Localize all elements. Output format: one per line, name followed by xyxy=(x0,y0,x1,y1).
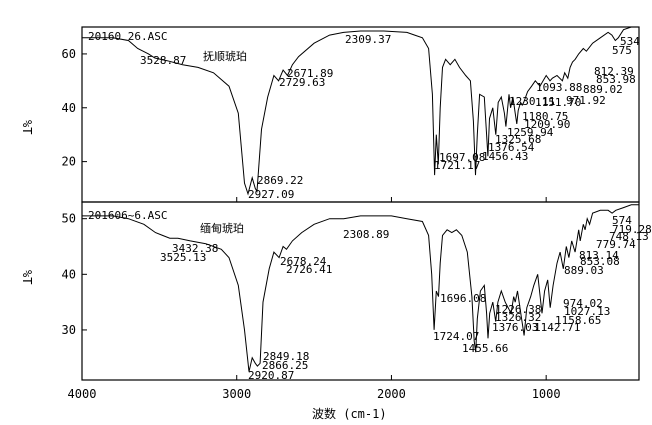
bottom-peak-label: 2678.24 xyxy=(280,255,327,268)
x-ticks: 4000 3000 2000 1000 xyxy=(68,197,561,401)
bottom-peak-label: 1027.13 xyxy=(564,305,610,318)
top-peak-label: 3528.87 xyxy=(140,54,186,67)
bottom-peak-label: 813.14 xyxy=(579,249,619,262)
bottom-peak-label: 2726.41 xyxy=(286,263,332,276)
top-peak-label: 1230.11 xyxy=(509,95,555,108)
bottom-peak-label: 1226.38 xyxy=(495,303,541,316)
bottom-peak-label: 1724.07 xyxy=(433,330,479,343)
x-axis-title: 波数 (cm-1) xyxy=(312,406,387,421)
bottom-panel-frame xyxy=(81,201,640,381)
bottom-peak-label: 1326.32 xyxy=(495,311,541,324)
top-y-tick-label: 40 xyxy=(62,101,76,115)
top-y-axis-title: %T xyxy=(20,120,34,134)
bottom-peak-label: 974.02 xyxy=(563,297,603,310)
bottom-peak-label: 3525.13 xyxy=(160,251,206,264)
bottom-peak-label: 2308.89 xyxy=(343,228,389,241)
top-peak-label: 2869.22 xyxy=(257,174,303,187)
top-sample-label: 抚顺琥珀 xyxy=(203,49,247,63)
bottom-spectrum-line xyxy=(82,204,639,372)
top-peak-label: 1456.43 xyxy=(482,150,528,163)
x-tick-label: 1000 xyxy=(532,387,561,401)
bottom-panel-title: 201606~6.ASC xyxy=(88,209,167,222)
top-peak-label: 1209.90 xyxy=(524,118,570,131)
top-peak-label: 2927.09 xyxy=(248,188,294,201)
x-tick-label: 3000 xyxy=(222,387,251,401)
top-peak-label: 889.02 xyxy=(583,83,623,96)
bottom-peak-label: 719.28 xyxy=(612,223,652,236)
bottom-peak-label: 1142.71 xyxy=(534,321,580,334)
top-peak-label: 1325.68 xyxy=(495,133,541,146)
top-peak-label: 1151.70 xyxy=(535,96,581,109)
top-peak-label: 971.92 xyxy=(566,94,606,107)
top-y-tick-label: 20 xyxy=(62,155,76,169)
top-peak-label: 575 xyxy=(612,44,632,57)
top-peak-label: 1259.94 xyxy=(507,126,554,139)
bottom-peak-label: 2849.18 xyxy=(263,350,309,363)
top-spectrum-line xyxy=(82,26,639,196)
top-y-ticks: 20 40 60 xyxy=(62,47,87,169)
top-peak-label: 853.98 xyxy=(596,73,636,86)
top-spectrum xyxy=(82,26,639,196)
top-peak-label: 1376.54 xyxy=(488,141,535,154)
top-peak-label: 1721.17 xyxy=(434,159,480,172)
top-peak-label: 2729.63 xyxy=(279,76,325,89)
top-panel-title: 20160 26.ASC xyxy=(88,30,167,43)
x-tick-label: 4000 xyxy=(68,387,97,401)
top-peak-label: 534 xyxy=(620,35,640,48)
bottom-peak-label: 1455.66 xyxy=(462,342,508,355)
bottom-y-axis-title: %T xyxy=(20,270,34,284)
bottom-peak-label: 2866.25 xyxy=(262,359,308,372)
x-tick-label: 2000 xyxy=(377,387,406,401)
bottom-peak-label: 889.03 xyxy=(564,264,604,277)
top-peak-label: 2309.37 xyxy=(345,33,391,46)
bottom-peak-label: 1158.65 xyxy=(555,314,601,327)
top-peak-label: 812.39 xyxy=(594,65,634,78)
bottom-peak-label: 748.13 xyxy=(609,230,649,243)
bottom-peak-label: 574 xyxy=(612,214,632,227)
bottom-spectrum xyxy=(82,204,639,372)
bottom-sample-label: 缅甸琥珀 xyxy=(200,221,244,235)
bottom-y-tick-label: 40 xyxy=(62,267,76,281)
bottom-peak-label: 3432.38 xyxy=(172,242,218,255)
bottom-y-ticks: 30 40 50 xyxy=(62,212,87,337)
top-peak-label: 1093.88 xyxy=(536,81,582,94)
bottom-y-tick-label: 50 xyxy=(62,212,76,226)
top-peak-label: 2671.89 xyxy=(287,67,333,80)
top-peak-label: 1180.75 xyxy=(522,110,568,123)
bottom-peak-label: 779.74 xyxy=(596,238,636,251)
bottom-peak-label: 853.08 xyxy=(580,255,620,268)
top-y-tick-label: 60 xyxy=(62,47,76,61)
top-peak-label: 1697.08 xyxy=(439,151,485,164)
bottom-peak-label: 1376.03 xyxy=(492,321,538,334)
bottom-peak-label: 1696.08 xyxy=(440,292,486,305)
bottom-y-tick-label: 30 xyxy=(62,323,76,337)
bottom-peak-label: 2920.87 xyxy=(248,369,294,382)
